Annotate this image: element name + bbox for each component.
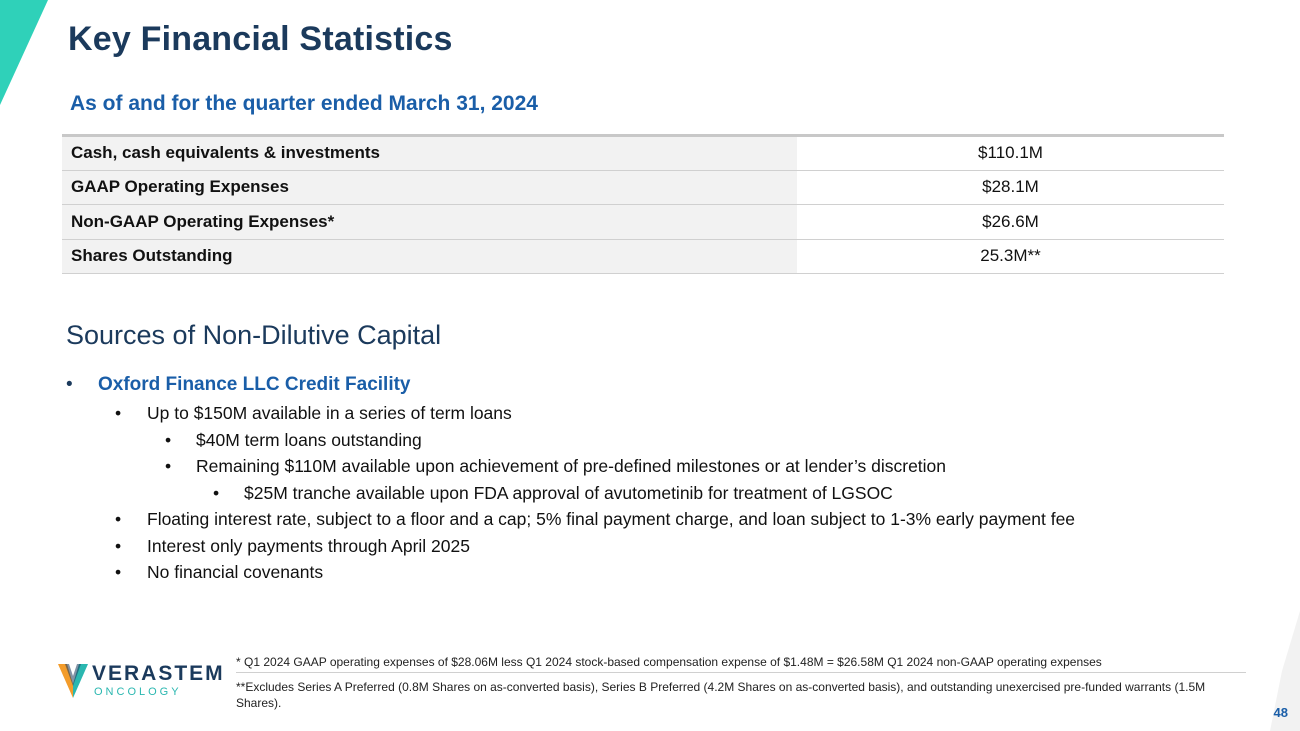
bullet-text: $25M tranche available upon FDA approval… — [244, 482, 893, 503]
footnotes: * Q1 2024 GAAP operating expenses of $28… — [236, 654, 1246, 713]
bullet-icon: • — [115, 562, 122, 582]
bullet-text: Floating interest rate, subject to a flo… — [147, 509, 1076, 529]
stat-value: $28.1M — [797, 170, 1224, 205]
v-mark-icon — [58, 664, 88, 698]
stat-value: $110.1M — [797, 134, 1224, 171]
page-number: 48 — [1273, 705, 1288, 720]
facility-heading: Oxford Finance LLC Credit Facility — [98, 374, 411, 395]
table-row: Non-GAAP Operating Expenses* $26.6M — [62, 204, 1224, 240]
bullet-text: Remaining $110M available upon achieveme… — [196, 456, 947, 476]
page-subtitle: As of and for the quarter ended March 31… — [70, 92, 538, 115]
list-item: • $25M tranche available upon FDA approva… — [66, 480, 1246, 507]
list-item: • Floating interest rate, subject to a fl… — [66, 506, 1246, 533]
bullet-icon: • — [165, 429, 172, 450]
logo-wordmark: VERASTEM — [92, 662, 225, 685]
financial-stats-table: Cash, cash equivalents & investments $11… — [62, 134, 1224, 274]
bullet-text: No financial covenants — [147, 562, 324, 582]
bullet-icon: • — [115, 403, 122, 423]
bullet-text: Interest only payments through April 202… — [147, 535, 470, 556]
page-title: Key Financial Statistics — [68, 20, 453, 58]
logo-subtitle: ONCOLOGY — [94, 686, 182, 698]
section-title: Sources of Non-Dilutive Capital — [66, 320, 442, 350]
bullet-text: $40M term loans outstanding — [196, 429, 422, 450]
table-row: Cash, cash equivalents & investments $11… — [62, 134, 1224, 171]
corner-accent-bottom-right — [1270, 611, 1300, 731]
bullet-icon: • — [213, 482, 220, 503]
stat-value: $26.6M — [797, 204, 1224, 240]
list-item: • Interest only payments through April 20… — [66, 533, 1246, 560]
list-item: • $40M term loans outstanding — [66, 427, 1246, 454]
list-item: • Oxford Finance LLC Credit Facility — [66, 372, 1246, 400]
bullet-icon: • — [66, 374, 73, 395]
capital-bullet-list: • Oxford Finance LLC Credit Facility • Up … — [66, 372, 1246, 586]
stat-label: GAAP Operating Expenses — [62, 170, 797, 205]
stat-label: Non-GAAP Operating Expenses* — [62, 204, 797, 240]
company-logo: VERASTEM ONCOLOGY — [56, 660, 226, 700]
list-item: • No financial covenants — [66, 559, 1246, 586]
list-item: • Remaining $110M available upon achievem… — [66, 453, 1246, 480]
list-item: • Up to $150M available in a series of te… — [66, 400, 1246, 427]
table-row: GAAP Operating Expenses $28.1M — [62, 170, 1224, 205]
stat-label: Shares Outstanding — [62, 239, 797, 274]
footnote: **Excludes Series A Preferred (0.8M Shar… — [236, 672, 1246, 713]
bullet-text: Up to $150M available in a series of ter… — [147, 403, 512, 423]
bullet-icon: • — [115, 535, 122, 556]
footnote: * Q1 2024 GAAP operating expenses of $28… — [236, 655, 1102, 669]
bullet-icon: • — [115, 509, 122, 529]
bullet-icon: • — [165, 456, 172, 476]
corner-accent-top-left — [0, 0, 48, 105]
table-row: Shares Outstanding 25.3M** — [62, 239, 1224, 274]
stat-value: 25.3M** — [797, 239, 1224, 274]
stat-label: Cash, cash equivalents & investments — [62, 134, 797, 171]
